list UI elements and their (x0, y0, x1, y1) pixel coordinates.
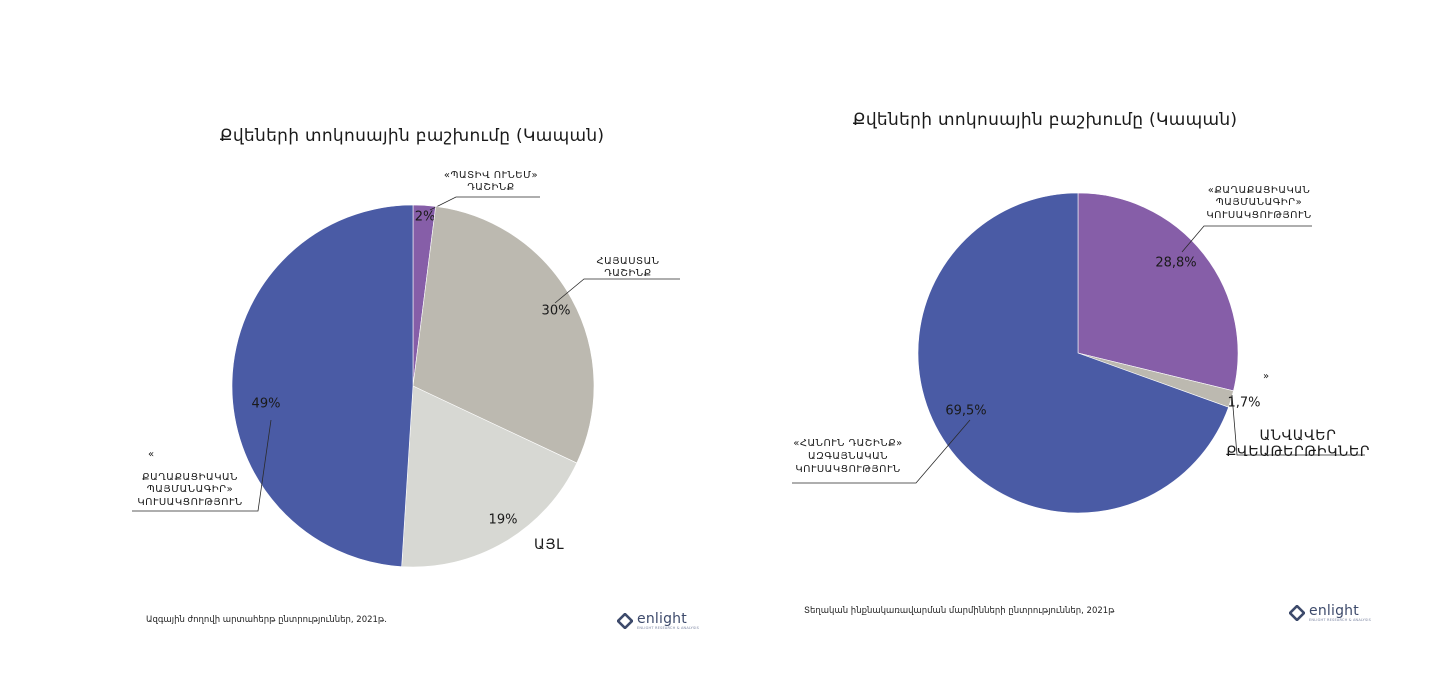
slice-category-label: ԱՆՎԱՎԵՐ (1260, 428, 1337, 444)
slice-category-label: ՔԱՂԱՔԱՑԻԱԿԱՆ (142, 472, 238, 483)
slice-category-label: «ՔԱՂԱՔԱՑԻԱԿԱՆ (1208, 185, 1311, 196)
leader-line (132, 419, 272, 512)
leader-line (554, 278, 680, 304)
slice-category-label: ԿՈՒՍԱԿՑՈՒԹՅՈՒՆ (795, 464, 900, 475)
slice-category-label: ՔՎԵԱԹԵՐԹԻԿՆԵՐ (1226, 444, 1370, 460)
slice-category-label: «ՊԱՏԻՎ ՈՒՆԵՄ» (444, 170, 538, 181)
slice-category-label: ՀԱՅԱՍՏԱՆ (596, 256, 659, 267)
slice-value-label: 30% (542, 304, 571, 319)
enlight-logo-icon (617, 613, 633, 630)
slice-category-label: «ՀԱՆՈՒՆ ԴԱՇԻՆՔ» (793, 438, 903, 449)
slice-value-label: 49% (252, 397, 281, 412)
pie-slice-այլ (401, 385, 578, 568)
logo-subtitle: ENLIGHT RESEARCH & ANALYSIS (1309, 618, 1372, 622)
slice-category-label: » (1263, 371, 1270, 382)
chart-panel-right: Քվեների տոկոսային բաշխումը (Կապան) 28,8%… (720, 0, 1440, 680)
slice-value-label: 28,8% (1155, 256, 1196, 271)
slice-category-label: ՊԱՅՄԱՆԱԳԻՐ» (147, 484, 233, 495)
enlight-logo: enlight ENLIGHT RESEARCH & ANALYSIS (1289, 604, 1371, 623)
slice-value-label: 69,5% (945, 404, 986, 419)
slice-value-label: 19% (489, 513, 518, 528)
slice-category-label: ԴԱՇԻՆՔ (467, 182, 515, 193)
enlight-logo-icon (1289, 605, 1305, 622)
slice-category-label: « (148, 449, 155, 460)
chart-panel-left: Քվեների տոկոսային բաշխումը (Կապան) 2% «ՊԱ… (132, 126, 699, 631)
pie-chart: 2%«ՊԱՏԻՎ ՈՒՆԵՄ»ԴԱՇԻՆՔ30%ՀԱՅԱՍՏԱՆԴԱՇԻՆՔ19… (132, 170, 680, 568)
slice-value-label: 1,7% (1227, 396, 1260, 411)
slice-category-label: ԿՈՒՍԱԿՑՈՒԹՅՈՒՆ (1206, 210, 1311, 221)
leader-line (1231, 394, 1365, 456)
slice-category-label: ԱԶԳԱՅՆԱԿԱՆ (808, 451, 888, 462)
slice-category-label: ՊԱՅՄԱՆԱԳԻՐ» (1216, 197, 1302, 208)
leader-line (429, 196, 540, 211)
pie-slice-կուսակցություն (231, 204, 414, 567)
slice-category-label: ԴԱՇԻՆՔ (604, 268, 652, 279)
slice-category-label: ԱՅԼ (534, 537, 564, 553)
slice-value-label: 2% (415, 210, 436, 225)
logo-word: enlight (1309, 603, 1359, 619)
logo-subtitle: ENLIGHT RESEARCH & ANALYSIS (637, 626, 700, 630)
leader-line (792, 419, 971, 484)
logo-word: enlight (637, 611, 687, 627)
slice-category-label: ԿՈՒՍԱԿՑՈՒԹՅՈՒՆ (137, 497, 242, 508)
chart-title: Քվեների տոկոսային բաշխումը (Կապան) (219, 126, 605, 146)
pie-slice-դաշինք (412, 206, 595, 464)
leader-line (1181, 225, 1312, 253)
pie-slice-կուսակցություն (1077, 192, 1239, 392)
pie-slice-կուսակցություն (917, 192, 1229, 514)
chart-title: Քվեների տոկոսային բաշխումը (Կապան) (852, 110, 1238, 130)
source-note: Տեղական ինքնակառավարման մարմինների ընտրո… (804, 606, 1115, 616)
source-note: Ազգային ժողովի արտահերթ ընտրություններ, … (146, 615, 387, 625)
enlight-logo: enlight ENLIGHT RESEARCH & ANALYSIS (617, 612, 699, 631)
